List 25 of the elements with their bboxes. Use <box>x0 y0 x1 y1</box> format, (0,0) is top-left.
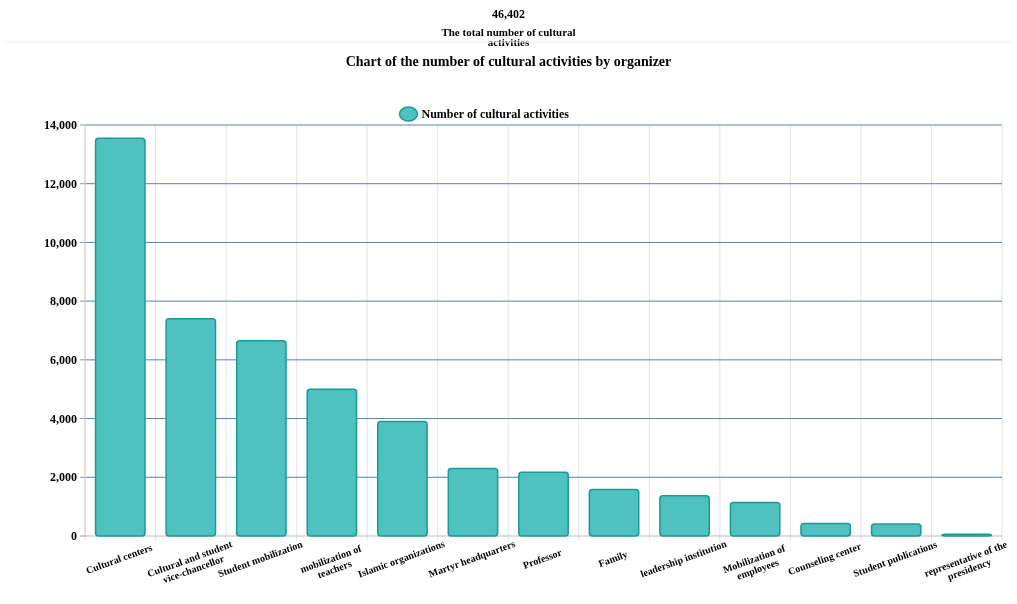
bar <box>800 522 852 537</box>
y-tick-label: 10,000 <box>44 235 77 250</box>
bar <box>376 420 428 537</box>
bar <box>588 488 640 537</box>
text: 46,402 <box>492 7 525 21</box>
legend-label: Number of cultural activities <box>421 107 570 122</box>
y-tick-label: 14,000 <box>44 118 77 133</box>
y-tick-label: 4,000 <box>50 411 77 426</box>
text: The total number of cultural activities <box>441 26 576 48</box>
y-tick-label: 8,000 <box>50 294 77 309</box>
bar <box>659 495 711 537</box>
chart-title: Chart of the number of cultural activities by organizer <box>345 54 672 69</box>
bar <box>729 501 781 537</box>
x-tick-label: Family <box>596 548 629 570</box>
bar <box>447 467 499 537</box>
y-tick-label: 12,000 <box>44 176 77 191</box>
y-tick-label: 0 <box>71 529 77 544</box>
y-tick-label: 2,000 <box>50 470 77 485</box>
bar <box>235 340 287 537</box>
bar <box>165 318 217 537</box>
bar <box>518 471 569 537</box>
bar <box>870 523 922 537</box>
bar <box>94 137 146 537</box>
bar <box>306 388 358 537</box>
y-tick-label: 6,000 <box>50 353 77 368</box>
